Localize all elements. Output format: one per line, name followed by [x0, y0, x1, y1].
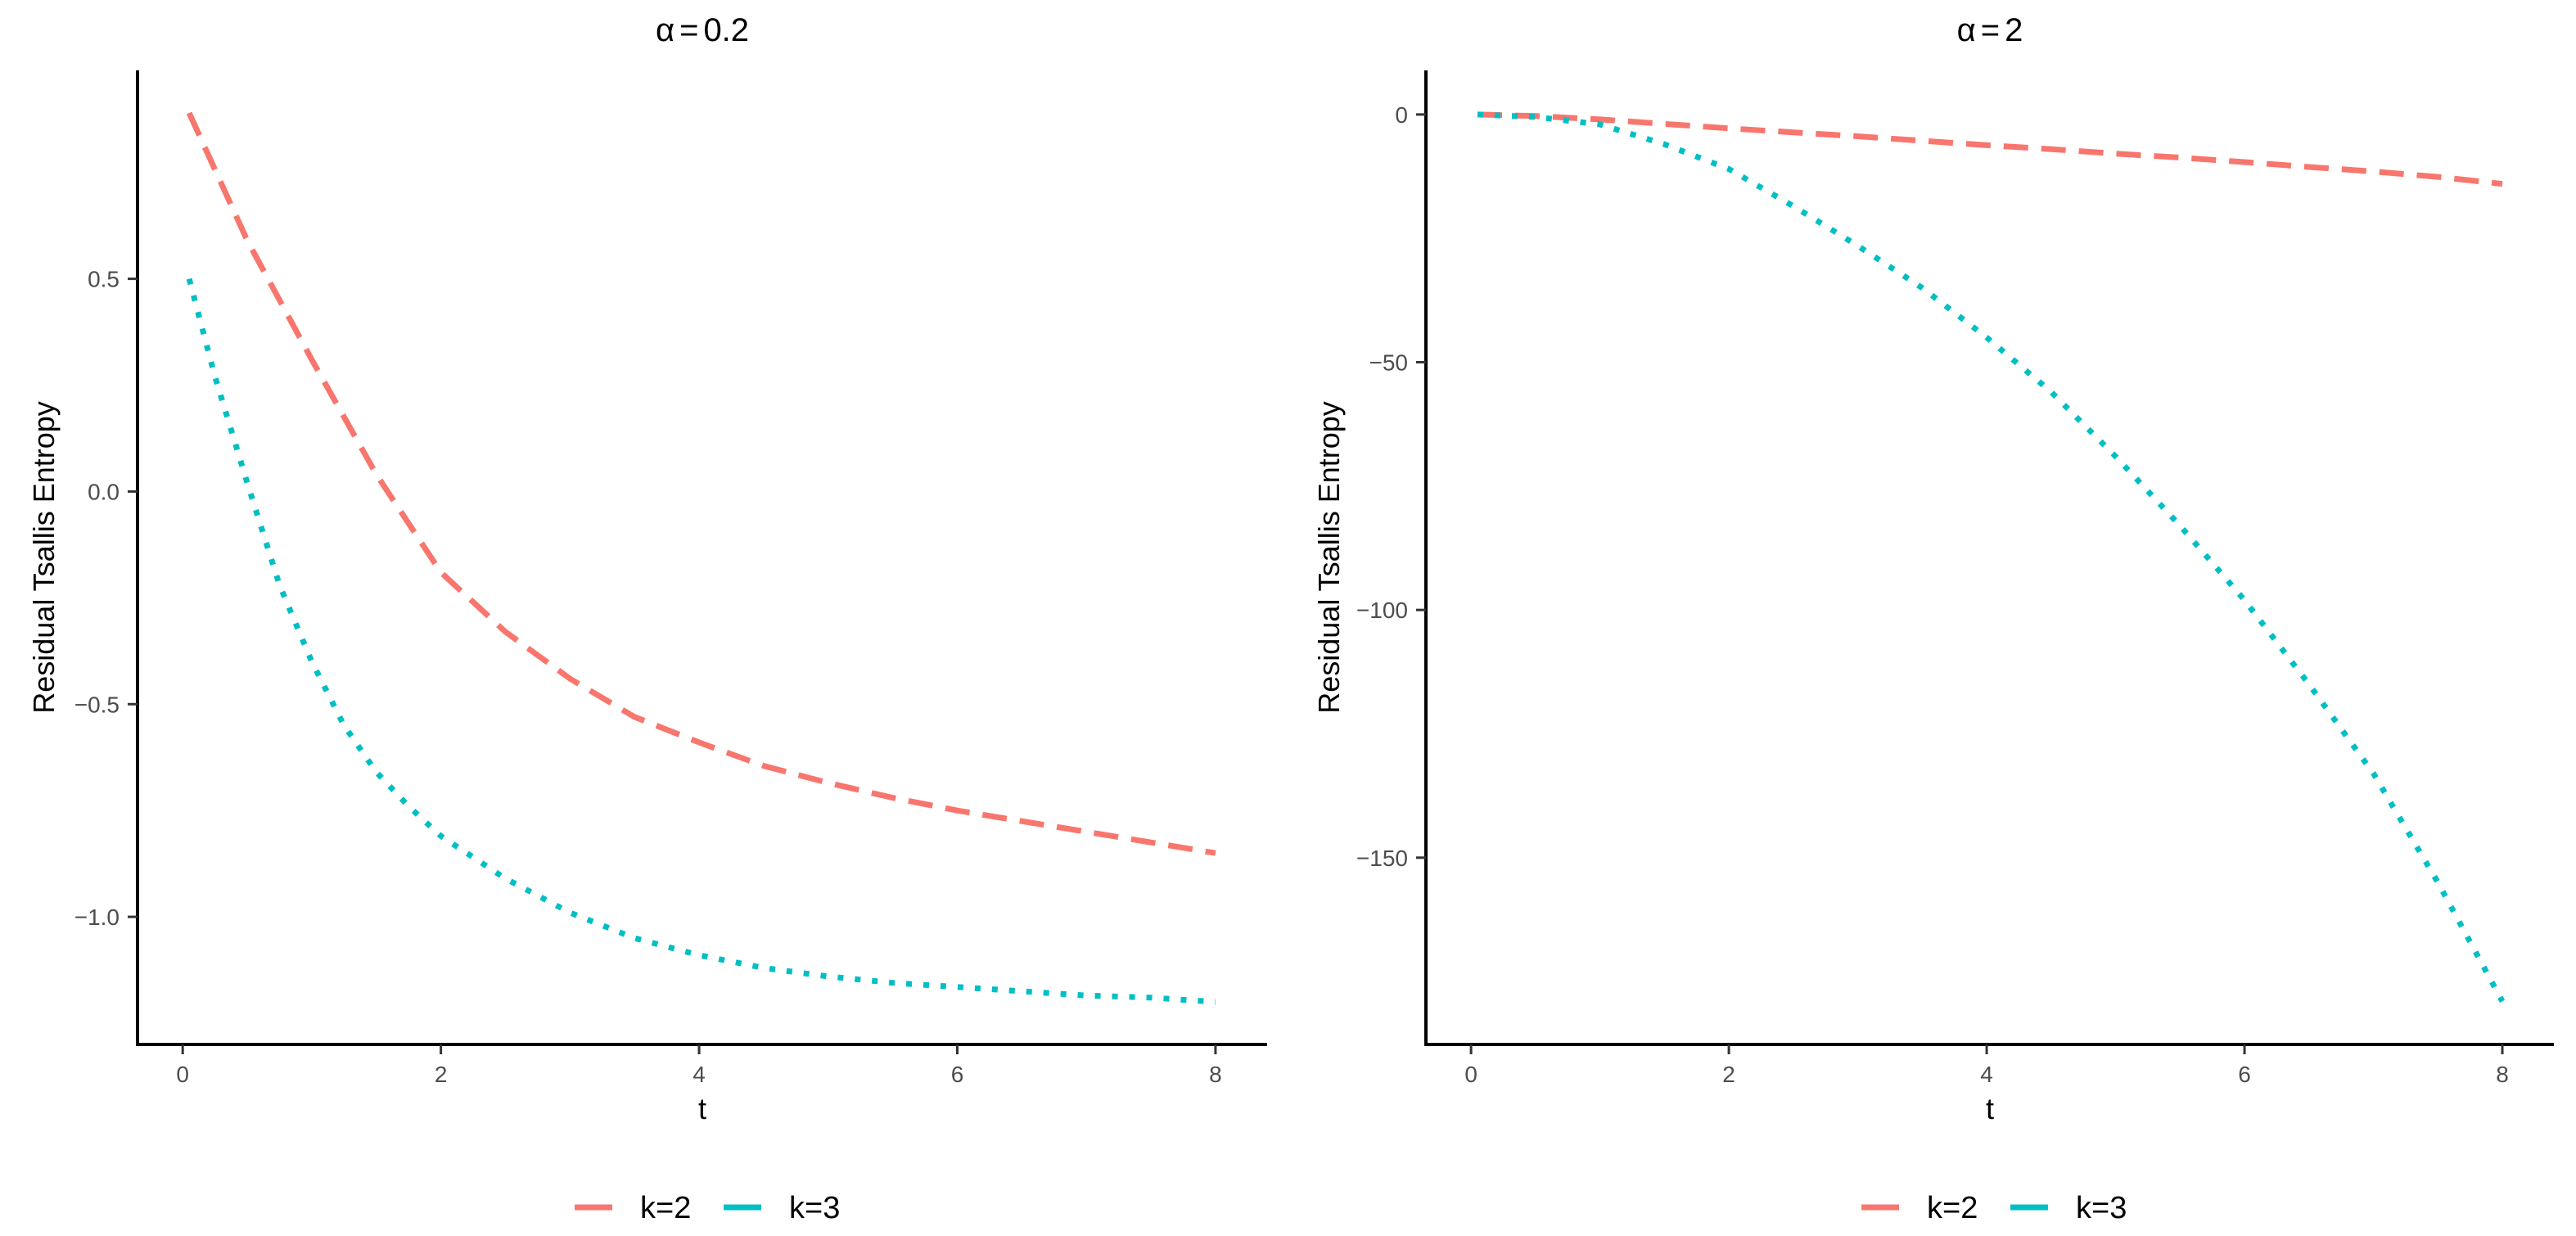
- x-tick-label: 0: [1464, 1062, 1477, 1087]
- plot-area: 0 2 4 6 8 −150 −100 −50 0: [1356, 70, 2554, 1087]
- y-tick-label: −150: [1356, 846, 1408, 871]
- y-tick-label: −1.0: [74, 904, 120, 930]
- x-tick-label: 6: [951, 1062, 964, 1087]
- legend: k=2 k=3: [1861, 1191, 2127, 1225]
- x-tick-label: 2: [1722, 1062, 1735, 1087]
- legend-label-k2: k=2: [1927, 1191, 1978, 1225]
- legend: k=2 k=3: [575, 1191, 840, 1225]
- y-tick-label: 0.5: [88, 267, 120, 292]
- x-tick-label: 0: [176, 1062, 189, 1087]
- series-line-k3: [186, 277, 1216, 1005]
- y-tick-label: −50: [1369, 350, 1409, 376]
- legend-label-k2: k=2: [640, 1191, 691, 1225]
- x-tick-label: 8: [1209, 1062, 1222, 1087]
- x-tick-label: 4: [692, 1062, 706, 1087]
- legend-label-k3: k=3: [789, 1191, 840, 1225]
- x-tick-label: 8: [2496, 1062, 2509, 1087]
- x-axis-title: t: [698, 1092, 706, 1125]
- y-axis-title: Residual Tsallis Entropy: [27, 401, 61, 714]
- x-tick-label: 4: [1980, 1062, 1993, 1087]
- legend-label-k3: k=3: [2076, 1191, 2127, 1225]
- panel-alpha-2: α = 2 t Residual Tsallis Entropy 0 2 4 6 8 −150…: [1312, 12, 2554, 1125]
- x-axis-title: t: [1986, 1092, 1994, 1125]
- series-line-k2: [186, 111, 1216, 856]
- panel-alpha-0.2: α = 0.2 t Residual Tsallis Entropy 0 2 4 6 8 −1…: [27, 12, 1267, 1125]
- series-line-k2: [1477, 111, 2503, 187]
- y-tick-label: −100: [1356, 598, 1408, 623]
- series-line-k3: [1477, 111, 2506, 1003]
- x-tick-label: 6: [2238, 1062, 2251, 1087]
- y-axis-title: Residual Tsallis Entropy: [1312, 401, 1346, 714]
- y-tick-label: −0.5: [74, 692, 120, 717]
- plot-area: 0 2 4 6 8 −1.0 −0.5 0.0 0.5: [74, 70, 1267, 1087]
- y-tick-label: 0: [1395, 102, 1408, 128]
- x-tick-label: 2: [435, 1062, 448, 1087]
- panel-title: α = 0.2: [656, 12, 749, 48]
- y-tick-label: 0.0: [88, 479, 120, 504]
- panel-title: α = 2: [1957, 12, 2023, 48]
